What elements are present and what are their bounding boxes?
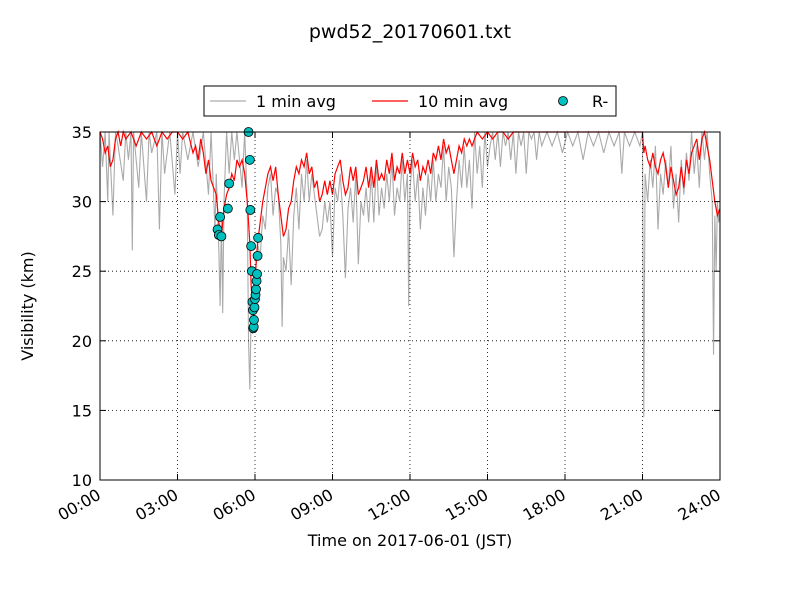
y-tick-label: 10 xyxy=(72,471,92,490)
x-tick-label: 12:00 xyxy=(365,485,414,525)
rain-marker xyxy=(224,178,235,189)
y-axis-label: Visibility (km) xyxy=(18,251,37,360)
chart-title: pwd52_20170601.txt xyxy=(309,21,511,43)
series-line-1min-avg xyxy=(99,129,721,418)
plot-markers xyxy=(212,127,264,334)
y-tick-label: 35 xyxy=(72,123,92,142)
rain-marker xyxy=(249,302,260,313)
rain-marker xyxy=(222,203,233,214)
grid-lines xyxy=(100,132,720,480)
legend-label-10min: 10 min avg xyxy=(418,92,508,111)
x-tick-label: 09:00 xyxy=(287,485,336,525)
rain-marker xyxy=(253,232,264,243)
y-tick-label: 30 xyxy=(72,193,92,212)
rain-marker xyxy=(245,205,256,215)
legend-label-1min: 1 min avg xyxy=(256,92,336,111)
legend-label-rain: R- xyxy=(592,92,608,111)
legend: 1 min avg 10 min avg R- xyxy=(203,85,617,117)
y-tick-label: 15 xyxy=(72,401,92,420)
x-tick-label: 06:00 xyxy=(210,485,259,525)
y-tick-label: 20 xyxy=(72,332,92,351)
rain-marker xyxy=(251,284,261,295)
series-line-10min-avg xyxy=(99,129,721,307)
y-tick-label: 25 xyxy=(72,262,92,281)
x-tick-label: 00:00 xyxy=(55,485,104,525)
x-tick-label: 15:00 xyxy=(442,485,491,525)
x-tick-label: 18:00 xyxy=(520,485,569,525)
y-axis-ticks: 10 15 20 25 30 35 xyxy=(72,123,720,490)
rain-marker xyxy=(252,250,263,261)
legend-box xyxy=(203,85,617,117)
plot-series xyxy=(99,129,721,418)
rain-marker xyxy=(244,154,255,165)
x-axis-label: Time on 2017-06-01 (JST) xyxy=(307,531,512,550)
x-tick-label: 24:00 xyxy=(675,485,724,525)
rain-marker xyxy=(246,241,257,252)
x-tick-label: 03:00 xyxy=(132,485,181,525)
rain-marker xyxy=(252,269,262,279)
rain-marker xyxy=(215,212,226,222)
x-axis-ticks: 00:00 03:00 06:00 09:00 12:00 15:00 18:00 21:00… xyxy=(55,132,724,525)
x-tick-label: 21:00 xyxy=(597,485,646,525)
rain-marker xyxy=(249,315,259,325)
legend-marker-rain xyxy=(558,96,568,106)
rain-marker xyxy=(216,231,227,242)
